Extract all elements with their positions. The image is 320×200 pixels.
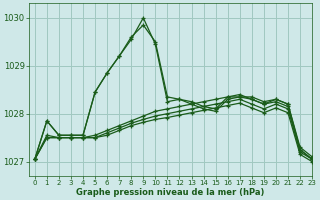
X-axis label: Graphe pression niveau de la mer (hPa): Graphe pression niveau de la mer (hPa) <box>76 188 265 197</box>
